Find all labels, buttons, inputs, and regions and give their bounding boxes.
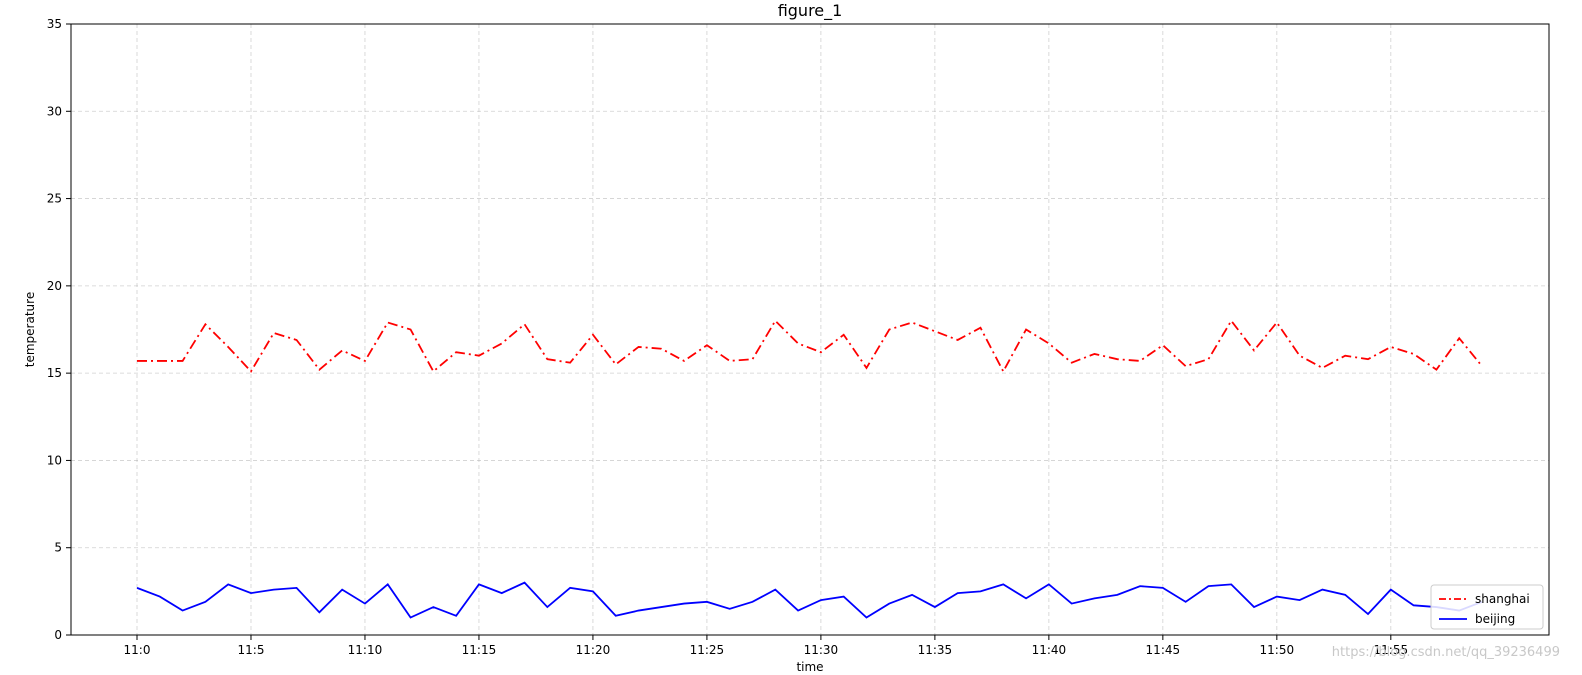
x-tick-label: 11:30	[804, 643, 839, 657]
y-tick-label: 30	[47, 104, 62, 118]
legend: shanghai beijing	[1430, 584, 1544, 630]
y-tick-label: 15	[47, 366, 62, 380]
y-axis-label: temperature	[23, 292, 37, 367]
y-tick-label: 35	[47, 17, 62, 31]
plot-frame	[70, 23, 1550, 636]
y-tick-label: 5	[54, 541, 62, 555]
legend-label-shanghai: shanghai	[1475, 592, 1530, 606]
grid	[71, 24, 1549, 635]
x-tick-label: 11:20	[576, 643, 611, 657]
watermark: https://blog.csdn.net/qq_39236499	[1332, 645, 1560, 660]
x-tick-label: 11:40	[1032, 643, 1067, 657]
x-tick-label: 11:15	[462, 643, 497, 657]
legend-label-beijing: beijing	[1475, 612, 1515, 626]
y-tick-label: 25	[47, 192, 62, 206]
tick-layer: 0 5 10 15 20 25 30 35 11:0 11:5 11:10 11:15 11:20 11:…	[47, 17, 1408, 657]
x-tick-label: 11:25	[690, 643, 725, 657]
y-tick-label: 20	[47, 279, 62, 293]
series-layer	[136, 319, 1483, 619]
y-tick-label: 0	[54, 628, 62, 642]
series-line-beijing	[136, 581, 1483, 619]
x-tick-label: 11:50	[1260, 643, 1295, 657]
series-line-shanghai	[137, 319, 1483, 374]
x-tick-label: 11:5	[238, 643, 265, 657]
x-tick-label: 11:10	[348, 643, 383, 657]
legend-box	[1430, 584, 1544, 630]
x-tick-label: 11:0	[124, 643, 151, 657]
x-tick-label: 11:45	[1146, 643, 1181, 657]
x-axis-label: time	[796, 660, 823, 674]
x-tick-label: 11:35	[918, 643, 953, 657]
chart-title: figure_1	[778, 1, 843, 21]
y-tick-label: 10	[47, 453, 62, 467]
x-tick-label: 11:55	[1374, 643, 1409, 657]
